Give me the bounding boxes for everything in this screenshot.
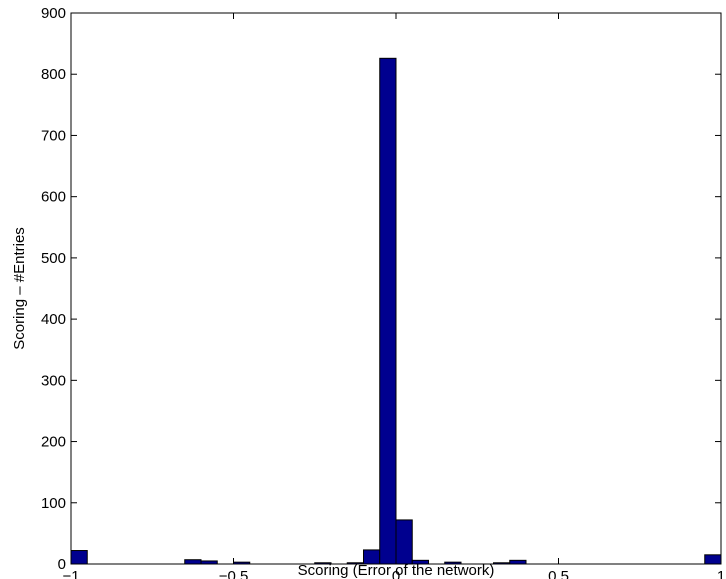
ticks-group bbox=[70, 12, 722, 565]
histogram-bar bbox=[509, 559, 527, 565]
x-tick-label: −1 bbox=[62, 568, 79, 579]
histogram-bar bbox=[184, 559, 202, 565]
y-tick-label: 900 bbox=[41, 5, 66, 22]
y-axis-label: Scoring – #Entries bbox=[11, 227, 28, 350]
y-tick-label: 300 bbox=[41, 372, 66, 389]
x-axis-label: Scoring (Error of the network) bbox=[298, 562, 495, 579]
y-tick-label: 400 bbox=[41, 311, 66, 328]
x-tick-label: 0.5 bbox=[548, 568, 569, 579]
y-tick-label: 0 bbox=[58, 556, 66, 573]
histogram-bar bbox=[395, 519, 413, 565]
y-tick-label: 700 bbox=[41, 127, 66, 144]
y-tick-label: 600 bbox=[41, 189, 66, 206]
y-tick-label: 500 bbox=[41, 250, 66, 267]
x-tick-label: 0 bbox=[392, 568, 400, 579]
tick-labels-group: −1 −0.5 0 0.5 1 0 100 200 300 400 500 600 700 800 900 bbox=[41, 5, 725, 579]
y-tick-label: 200 bbox=[41, 434, 66, 451]
histogram-bar bbox=[704, 554, 722, 565]
y-tick-label: 100 bbox=[41, 495, 66, 512]
bars-group bbox=[70, 57, 722, 565]
x-tick-label: 1 bbox=[717, 568, 725, 579]
histogram-bar bbox=[379, 57, 397, 565]
histogram-bar bbox=[70, 550, 88, 565]
y-tick-label: 800 bbox=[41, 66, 66, 83]
x-tick-label: −0.5 bbox=[219, 568, 249, 579]
